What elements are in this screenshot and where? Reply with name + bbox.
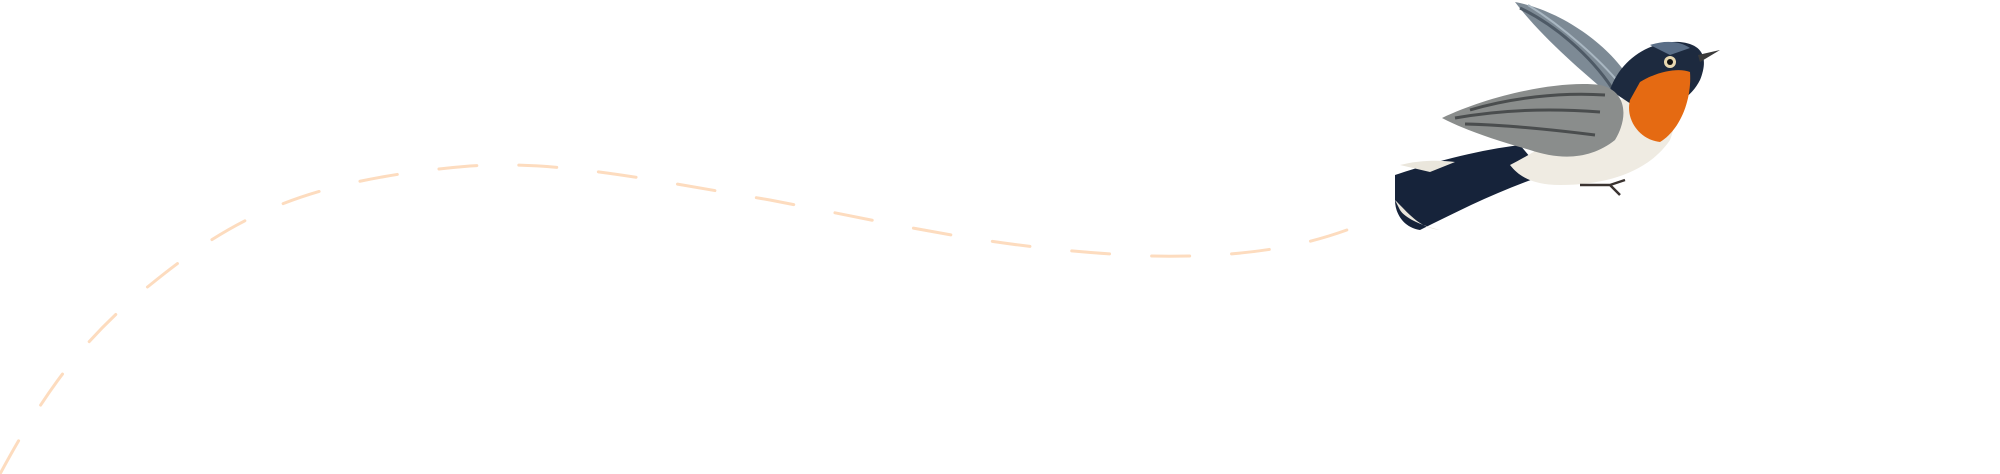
dashed-flight-path — [0, 163, 1362, 474]
bird-icon — [1395, 2, 1720, 230]
